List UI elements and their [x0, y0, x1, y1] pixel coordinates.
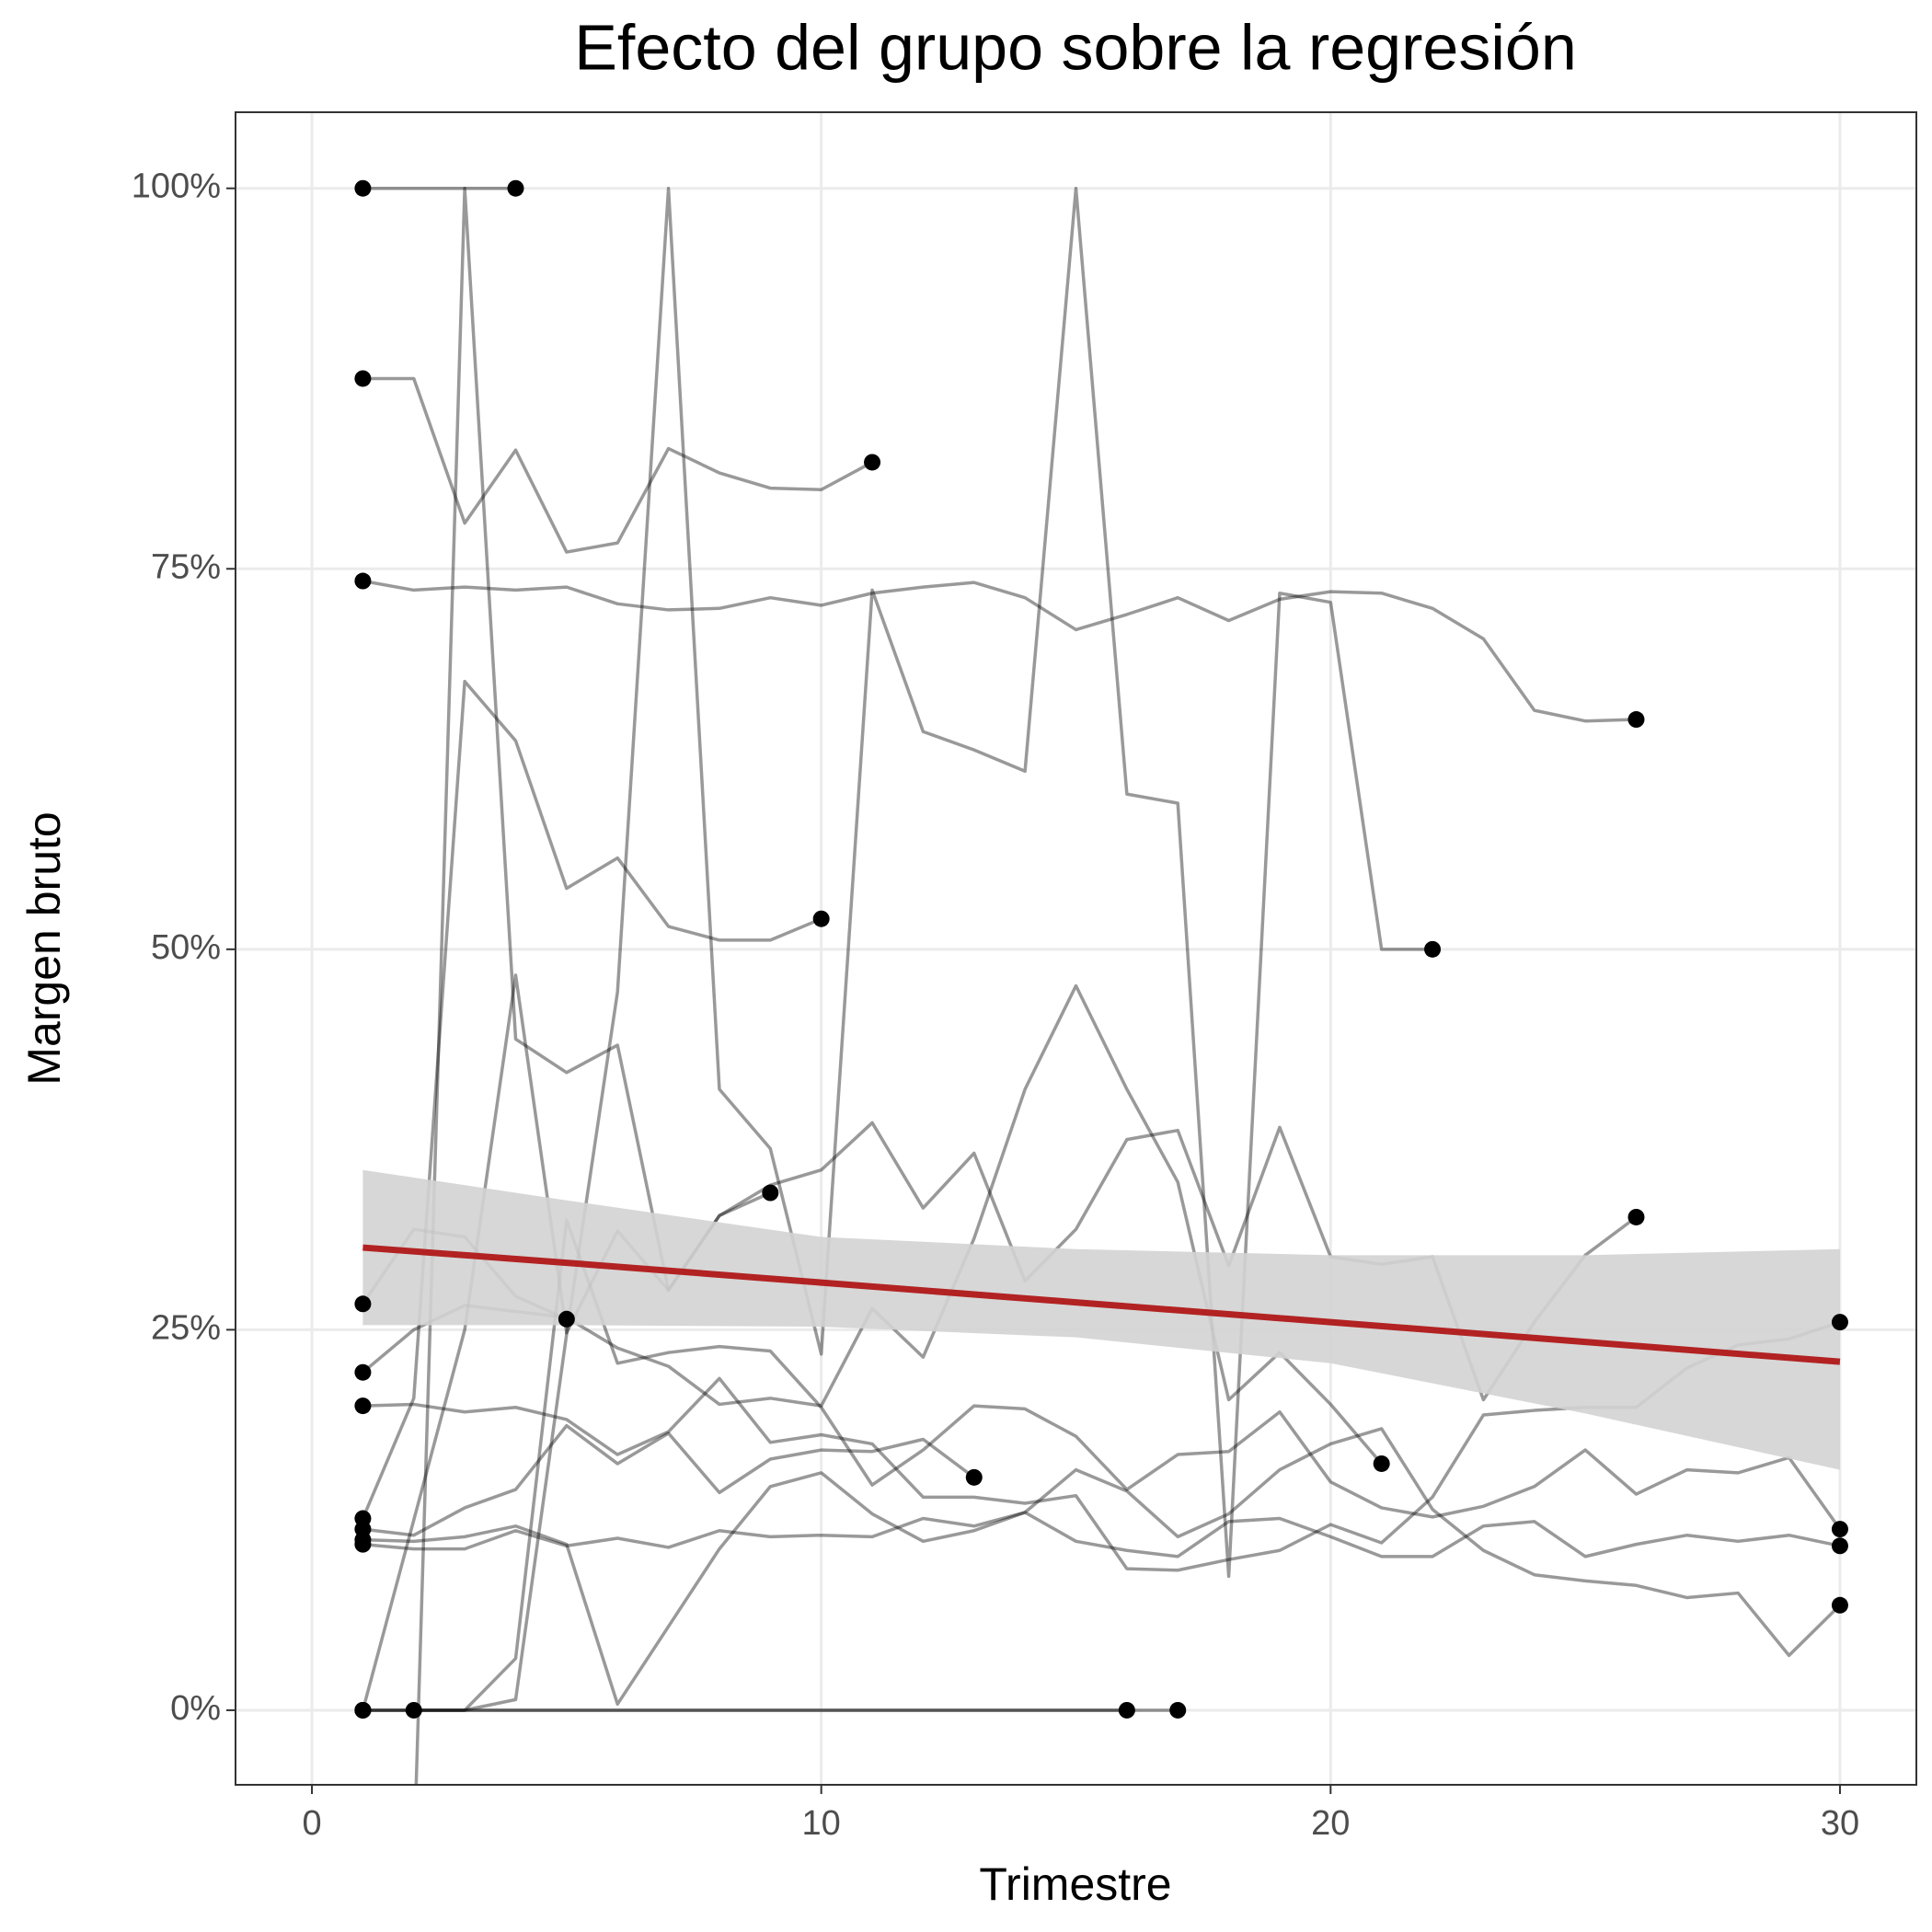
endpoint — [1831, 1314, 1848, 1331]
endpoint — [812, 910, 830, 927]
series-line — [362, 1423, 975, 1537]
endpoint — [354, 1531, 372, 1548]
endpoint — [864, 454, 881, 471]
x-tick-label: 10 — [802, 1804, 841, 1843]
series-line — [362, 1427, 1842, 1707]
x-tick-label: 30 — [1821, 1804, 1859, 1843]
endpoint — [507, 179, 524, 197]
endpoint — [405, 1701, 422, 1719]
endpoint — [1424, 940, 1442, 958]
endpoint — [354, 1363, 372, 1381]
endpoint — [965, 1468, 983, 1486]
plot-area — [354, 179, 1848, 1785]
endpoint — [354, 370, 372, 387]
series-line — [362, 1218, 1842, 1712]
chart-title: Efecto del grupo sobre la regresión — [574, 11, 1577, 83]
x-axis-title: Trimestre — [979, 1858, 1171, 1910]
y-tick-label: 0% — [170, 1689, 221, 1728]
y-tick-label: 75% — [151, 547, 221, 586]
series-line — [362, 376, 873, 554]
axes: 0 10 20 30 0% 25% 50% 75% 100% — [132, 167, 1859, 1843]
y-tick-label: 100% — [132, 167, 221, 206]
x-tick-label: 0 — [302, 1804, 321, 1843]
endpoint — [1373, 1455, 1390, 1472]
series-line — [362, 1511, 1841, 1558]
endpoint — [1627, 1208, 1645, 1225]
endpoint — [1118, 1701, 1135, 1719]
series-line — [362, 579, 1637, 723]
y-tick-label: 50% — [151, 928, 221, 967]
endpoint — [558, 1310, 575, 1328]
endpoint — [354, 1397, 372, 1415]
y-tick-label: 25% — [151, 1308, 221, 1347]
endpoint — [1627, 711, 1645, 729]
endpoint — [354, 179, 372, 197]
endpoint — [1831, 1521, 1848, 1538]
confidence-band — [362, 1169, 1840, 1470]
series-line — [361, 679, 822, 1520]
endpoint — [1169, 1701, 1187, 1719]
endpoint — [354, 1295, 372, 1313]
endpoint — [1831, 1596, 1848, 1614]
x-tick-label: 20 — [1311, 1804, 1350, 1843]
y-axis-title: Margen bruto — [18, 811, 70, 1085]
series-line — [362, 186, 1433, 1712]
endpoint — [762, 1184, 779, 1202]
endpoint — [354, 572, 372, 590]
endpoint — [1831, 1537, 1848, 1555]
endpoint — [354, 1701, 372, 1719]
regression-line — [362, 1244, 1841, 1365]
